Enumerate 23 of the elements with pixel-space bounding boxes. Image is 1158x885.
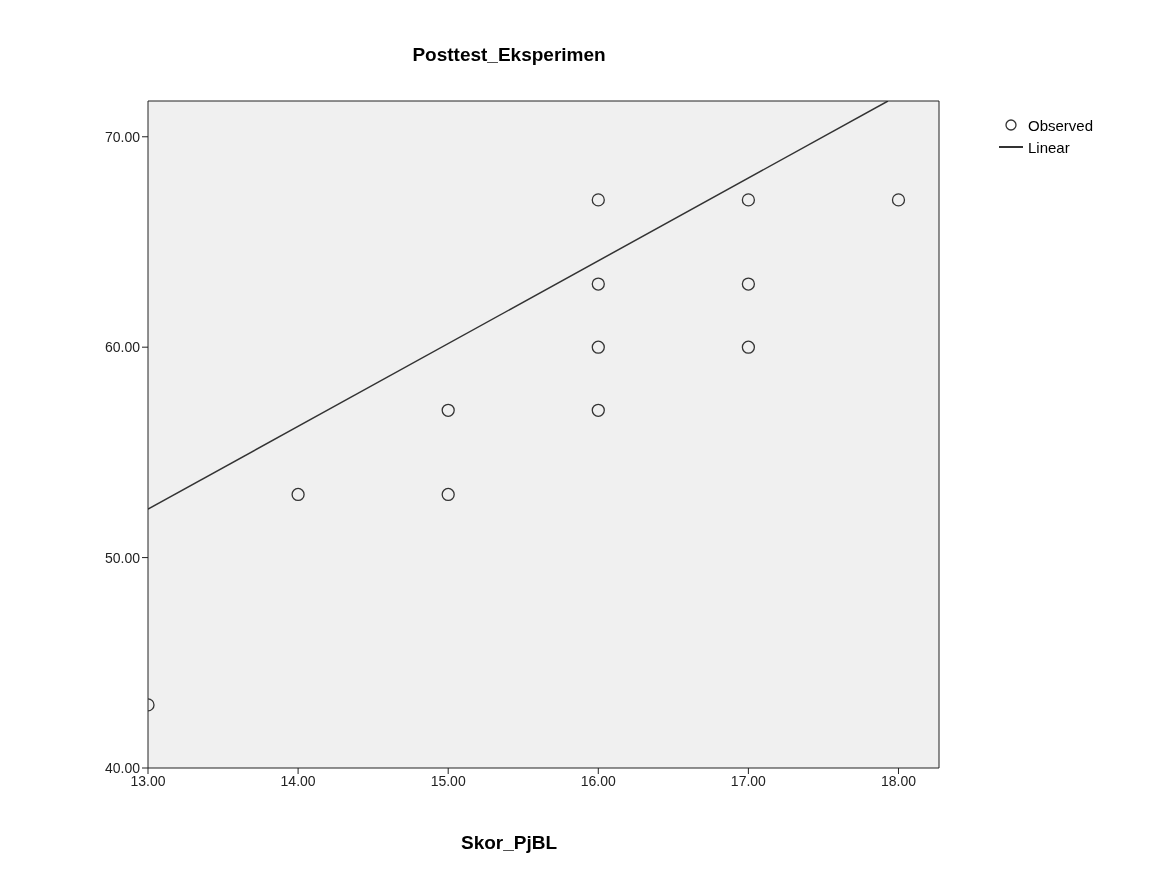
chart-title: Posttest_Eksperimen xyxy=(411,44,607,66)
point xyxy=(591,340,605,354)
x-tick-label: 18.00 xyxy=(880,772,917,789)
point xyxy=(741,193,756,207)
legend-label: Linear xyxy=(1028,138,1070,156)
x-tick-label: 15.00 xyxy=(430,772,466,789)
y-tick-label: 70.00 xyxy=(104,128,141,145)
legend-label: Observed xyxy=(1028,116,1094,134)
point xyxy=(591,193,605,207)
point xyxy=(591,403,605,417)
x-tick-label: 17.00 xyxy=(730,772,767,789)
point xyxy=(741,277,756,291)
point xyxy=(591,277,605,291)
point xyxy=(891,193,906,207)
y-tick-label: 60.00 xyxy=(104,339,141,356)
point xyxy=(441,487,455,502)
point xyxy=(291,487,305,502)
x-axis-title: Skor_PjBL xyxy=(459,832,559,854)
y-tick-label: 50.00 xyxy=(104,549,141,566)
x-tick-label: 14.00 xyxy=(280,772,316,789)
point xyxy=(741,340,756,354)
point xyxy=(441,403,455,417)
x-tick-label: 16.00 xyxy=(580,772,617,789)
